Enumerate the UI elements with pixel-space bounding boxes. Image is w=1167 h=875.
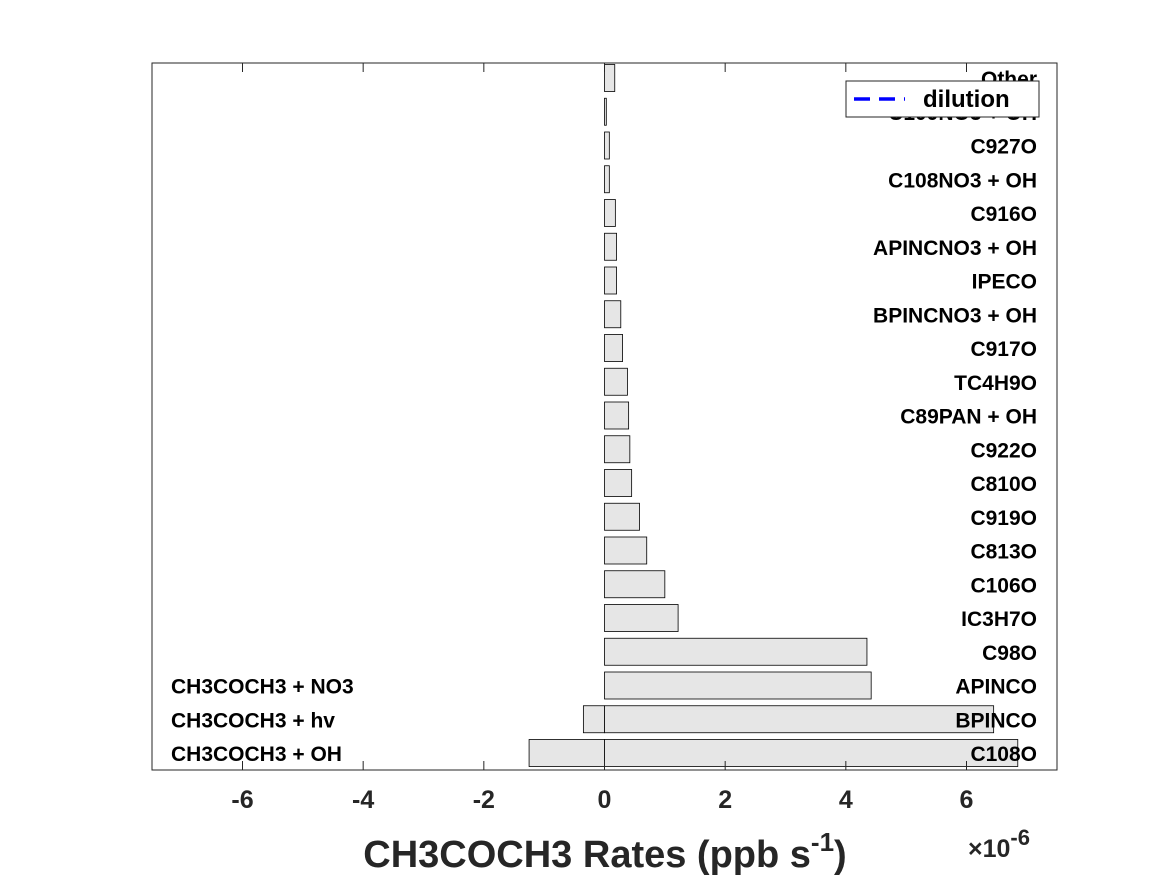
bar-production	[604, 671, 872, 700]
legend-dilution-label: dilution	[923, 86, 1010, 113]
production-labels: C108O BPINCO APINCO C98O IC3H7O C106O C813O C91…	[873, 68, 1037, 766]
loss-label: CH3COCH3 + hv	[171, 709, 335, 732]
production-label: C108NO3 + OH	[888, 169, 1037, 192]
loss-label: CH3COCH3 + NO3	[171, 676, 354, 699]
production-label: C917O	[970, 338, 1037, 361]
production-label: C106O	[970, 574, 1037, 597]
production-label: C922O	[970, 439, 1037, 462]
production-label: C89PAN + OH	[900, 406, 1037, 429]
x-tick-label: 0	[598, 786, 612, 814]
bar-production	[604, 435, 631, 464]
production-label: C916O	[970, 203, 1037, 226]
bar-production	[604, 232, 617, 261]
production-label: IPECO	[972, 271, 1037, 294]
x-tick-label: -2	[473, 786, 495, 814]
production-label: C813O	[970, 541, 1037, 564]
production-label: APINCO	[955, 676, 1037, 699]
production-label: C927O	[970, 136, 1037, 159]
production-label: BPINCNO3 + OH	[873, 304, 1037, 327]
bar-production	[604, 64, 616, 92]
production-label: C919O	[970, 507, 1037, 530]
bar-loss	[528, 739, 605, 767]
production-label: C108O	[970, 743, 1037, 766]
production-label: BPINCO	[955, 709, 1037, 732]
bar-production	[604, 165, 610, 194]
bar-loss	[582, 705, 605, 734]
production-label: TC4H9O	[954, 372, 1037, 395]
bar-production	[604, 367, 628, 396]
loss-label: CH3COCH3 + OH	[171, 743, 342, 766]
legend-box	[845, 80, 1040, 118]
bar-production	[604, 300, 622, 329]
bar-production	[604, 334, 624, 362]
bar-production	[604, 469, 633, 497]
production-label: C810O	[970, 473, 1037, 496]
production-label: APINCNO3 + OH	[873, 237, 1037, 260]
production-label: IC3H7O	[961, 608, 1037, 631]
loss-labels: CH3COCH3 + OH CH3COCH3 + hv CH3COCH3 + NO3	[171, 676, 354, 767]
x-axis-scale-factor: ×10-6	[968, 825, 1030, 863]
bar-production	[604, 705, 995, 734]
bar-production	[604, 401, 630, 430]
bar-production	[604, 266, 617, 295]
x-axis: -6 -4 -2 0 2 4 6	[231, 63, 973, 814]
bar-production	[604, 97, 607, 126]
x-tick-label: 6	[960, 786, 974, 814]
bar-production	[604, 536, 648, 565]
legend: dilution	[845, 80, 1040, 118]
bar-production	[604, 131, 610, 160]
bar-production	[604, 502, 640, 531]
bar-production	[604, 604, 679, 632]
x-tick-label: -4	[352, 786, 374, 814]
bar-production	[604, 637, 868, 666]
x-axis-label: CH3COCH3 Rates (ppb s-1)	[363, 827, 846, 875]
bars-layer	[528, 64, 1019, 767]
production-label: C98O	[982, 642, 1037, 665]
bar-production	[604, 570, 666, 599]
x-tick-label: 4	[839, 786, 853, 814]
bar-production	[604, 739, 1019, 767]
x-tick-label: -6	[231, 786, 253, 814]
bar-production	[604, 199, 616, 227]
x-tick-label: 2	[718, 786, 732, 814]
